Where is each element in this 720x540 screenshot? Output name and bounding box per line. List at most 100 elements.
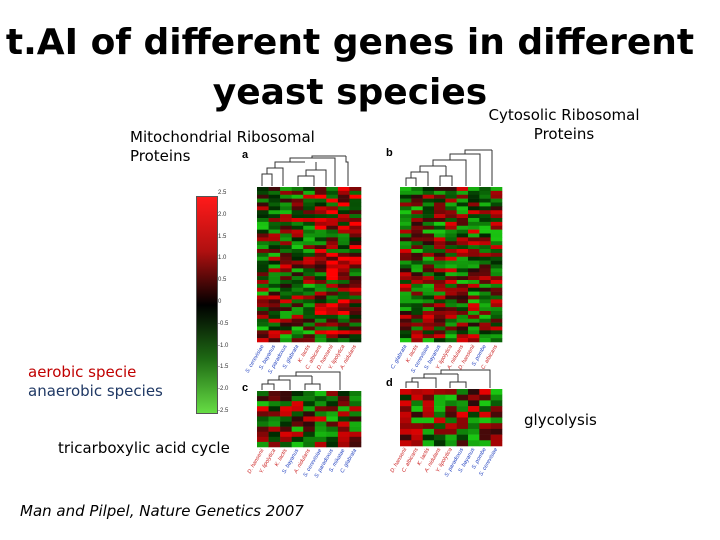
- heatmap-cell: [314, 241, 327, 246]
- heatmap-cell: [468, 221, 480, 227]
- heatmap-cell: [434, 322, 446, 327]
- heatmap-cell: [468, 338, 480, 343]
- heatmap-cell: [490, 311, 503, 316]
- heatmap-cell: [479, 299, 491, 304]
- heatmap-cell: [257, 421, 269, 427]
- heatmap-cell: [314, 326, 327, 331]
- heatmap-cell: [490, 252, 503, 258]
- heatmap-cell: [479, 214, 491, 219]
- heatmap-cell: [314, 291, 327, 296]
- heatmap-cell: [422, 276, 435, 281]
- heatmap-cell: [257, 326, 269, 331]
- heatmap-cell: [257, 272, 269, 277]
- heatmap-cell: [468, 334, 480, 339]
- heatmap-cell: [490, 389, 503, 395]
- heatmap-cell: [411, 423, 423, 430]
- heatmap-cell: [434, 218, 446, 223]
- heatmap-cell: [434, 338, 446, 343]
- heatmap-cell: [479, 249, 491, 254]
- heatmap-cell: [422, 400, 435, 407]
- heatmap-cell: [400, 210, 412, 215]
- heatmap-cell: [314, 314, 327, 320]
- heatmap-cell: [291, 421, 304, 427]
- heatmap-cell: [422, 190, 435, 196]
- heatmap-cell: [337, 307, 350, 312]
- heatmap-cell: [411, 428, 423, 435]
- heatmap-cell: [303, 416, 316, 422]
- heatmap-cell: [349, 421, 362, 427]
- heatmap-cell: [468, 400, 480, 407]
- heatmap-cell: [280, 237, 292, 242]
- heatmap-cell: [411, 389, 423, 395]
- heatmap-cell: [337, 436, 350, 443]
- heatmap-cell: [468, 417, 480, 424]
- heatmap-cell: [268, 299, 281, 304]
- heatmap-cell: [422, 423, 435, 430]
- heatmap-cell: [422, 218, 435, 223]
- aerobic-label: aerobic specie: [28, 363, 137, 381]
- scale-tick-label: -1.0: [218, 342, 229, 349]
- heatmap-cell: [303, 260, 316, 265]
- heatmap-cell: [257, 190, 269, 196]
- heatmap-cell: [422, 330, 435, 335]
- heatmap-cell: [349, 268, 362, 273]
- heatmap-cell: [257, 268, 269, 273]
- heatmap-cell: [280, 221, 292, 227]
- heatmap-d: [400, 389, 503, 447]
- heatmap-cell: [400, 272, 412, 277]
- heatmap-cell: [326, 406, 339, 412]
- heatmap-cell: [490, 434, 503, 441]
- heatmap-cell: [326, 334, 339, 339]
- heatmap-cell: [479, 280, 491, 285]
- heatmap-cell: [268, 421, 281, 427]
- heatmap-cell: [280, 241, 292, 246]
- heatmap-cell: [349, 287, 362, 292]
- heatmap-cell: [326, 256, 339, 261]
- heatmap-cell: [291, 436, 304, 443]
- heatmap-cell: [303, 272, 316, 277]
- panel-letter-b: b: [386, 147, 393, 159]
- heatmap-cell: [349, 260, 362, 265]
- heatmap-cell: [411, 394, 423, 401]
- heatmap-cell: [303, 252, 316, 258]
- heatmap-cell: [326, 268, 339, 273]
- heatmap-cell: [422, 202, 435, 207]
- heatmap-cell: [326, 264, 339, 269]
- heatmap-cell: [326, 206, 339, 211]
- heatmap-cell: [422, 440, 435, 447]
- heatmap-cell: [268, 280, 281, 285]
- heatmap-cell: [400, 307, 412, 312]
- heatmap-cell: [326, 330, 339, 335]
- heatmap-cell: [411, 237, 423, 242]
- heatmap-cell: [445, 394, 457, 401]
- heatmap-cell: [280, 264, 292, 269]
- heatmap-cell: [400, 318, 412, 323]
- heatmap-cell: [291, 194, 304, 199]
- heatmap-cell: [456, 202, 469, 207]
- heatmap-cell: [314, 225, 327, 230]
- heatmap-cell: [303, 330, 316, 335]
- heatmap-cell: [326, 233, 339, 238]
- heatmap-cell: [291, 299, 304, 304]
- heatmap-cell: [268, 283, 281, 289]
- heatmap-cell: [411, 268, 423, 273]
- heatmap-cell: [326, 225, 339, 230]
- heatmap-cell: [468, 326, 480, 331]
- heatmap-cell: [490, 206, 503, 211]
- heatmap-cell: [314, 283, 327, 289]
- heatmap-cell: [456, 428, 469, 435]
- heatmap-cell: [257, 391, 269, 397]
- heatmap-cell: [445, 400, 457, 407]
- heatmap-cell: [291, 249, 304, 254]
- heatmap-cell: [303, 396, 316, 402]
- heatmap-cell: [303, 326, 316, 331]
- heatmap-cell: [257, 245, 269, 250]
- heatmap-cell: [326, 241, 339, 246]
- heatmap-b: [400, 187, 503, 343]
- heatmap-cell: [422, 322, 435, 327]
- cyto-label-line-2: Proteins: [533, 125, 595, 143]
- heatmap-cell: [326, 202, 339, 207]
- heatmap-cell: [422, 417, 435, 424]
- heatmap-cell: [400, 303, 412, 308]
- heatmap-cell: [326, 391, 339, 397]
